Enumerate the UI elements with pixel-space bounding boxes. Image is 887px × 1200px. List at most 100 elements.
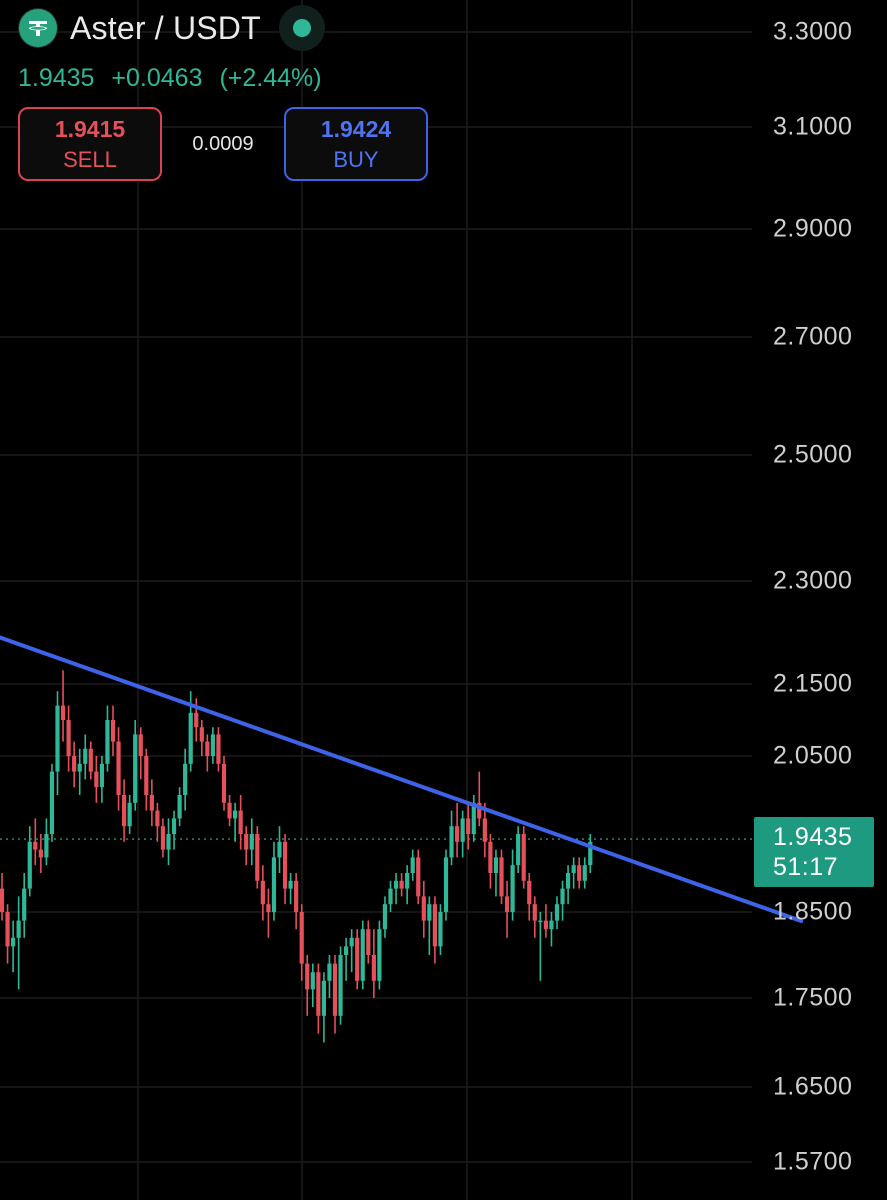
candle-down[interactable] bbox=[305, 955, 310, 1016]
candle-up[interactable] bbox=[83, 734, 88, 780]
candle-down[interactable] bbox=[266, 888, 271, 938]
candle-up[interactable] bbox=[22, 873, 27, 938]
candle-down[interactable] bbox=[5, 904, 10, 964]
symbol-title[interactable]: Aster / USDT bbox=[70, 9, 261, 46]
tether-icon[interactable] bbox=[18, 8, 58, 48]
candle-down[interactable] bbox=[577, 857, 582, 889]
candle-up[interactable] bbox=[327, 955, 332, 998]
candle-down[interactable] bbox=[144, 748, 149, 811]
candle-up[interactable] bbox=[571, 857, 576, 889]
candle-down[interactable] bbox=[238, 795, 243, 850]
candle-up[interactable] bbox=[560, 880, 565, 921]
candle-up[interactable] bbox=[405, 865, 410, 905]
candle-up[interactable] bbox=[338, 946, 343, 1025]
candle-down[interactable] bbox=[38, 834, 43, 873]
candle-up[interactable] bbox=[516, 826, 521, 873]
candle-up[interactable] bbox=[321, 972, 326, 1043]
candle-down[interactable] bbox=[299, 904, 304, 981]
candle-up[interactable] bbox=[11, 920, 16, 973]
candle-down[interactable] bbox=[221, 756, 227, 811]
candle-up[interactable] bbox=[510, 849, 515, 921]
candle-down[interactable] bbox=[355, 929, 360, 990]
candle-up[interactable] bbox=[310, 963, 315, 1007]
candle-down[interactable] bbox=[282, 834, 288, 905]
candle-up[interactable] bbox=[588, 834, 593, 873]
candle-up[interactable] bbox=[166, 818, 171, 866]
candle-up[interactable] bbox=[171, 810, 177, 850]
candle-down[interactable] bbox=[332, 955, 338, 1034]
candle-down[interactable] bbox=[122, 779, 127, 842]
candle-down[interactable] bbox=[155, 802, 160, 842]
candle-up[interactable] bbox=[493, 849, 499, 897]
candle-up[interactable] bbox=[427, 896, 432, 955]
candle-up[interactable] bbox=[233, 802, 238, 842]
candle-down[interactable] bbox=[88, 741, 93, 780]
candle-up[interactable] bbox=[393, 873, 399, 905]
candle-up[interactable] bbox=[344, 937, 349, 981]
candle-down[interactable] bbox=[499, 849, 504, 905]
candle-up[interactable] bbox=[377, 920, 382, 990]
candle-down[interactable] bbox=[527, 873, 532, 921]
candle-down[interactable] bbox=[149, 779, 154, 827]
candle-down[interactable] bbox=[66, 705, 71, 772]
candle-up[interactable] bbox=[277, 826, 282, 873]
candle-up[interactable] bbox=[55, 691, 60, 795]
candle-down[interactable] bbox=[477, 771, 482, 827]
candle-down[interactable] bbox=[543, 904, 548, 938]
candle-up[interactable] bbox=[133, 720, 138, 811]
candle-down[interactable] bbox=[138, 727, 143, 780]
candle-down[interactable] bbox=[60, 670, 66, 742]
candle-down[interactable] bbox=[72, 741, 77, 788]
candle-down[interactable] bbox=[205, 734, 210, 772]
candle-down[interactable] bbox=[504, 880, 510, 938]
candle-up[interactable] bbox=[438, 904, 443, 955]
candle-down[interactable] bbox=[260, 865, 265, 921]
candle-down[interactable] bbox=[227, 795, 232, 827]
candle-down[interactable] bbox=[33, 818, 38, 866]
candle-up[interactable] bbox=[16, 896, 21, 990]
candle-up[interactable] bbox=[449, 810, 454, 866]
candle-up[interactable] bbox=[538, 912, 543, 981]
candle-up[interactable] bbox=[105, 705, 110, 772]
candle-down[interactable] bbox=[416, 849, 421, 905]
sell-button[interactable]: 1.9415 SELL bbox=[18, 107, 162, 181]
candle-up[interactable] bbox=[210, 727, 215, 764]
candle-up[interactable] bbox=[127, 795, 132, 834]
candle-up[interactable] bbox=[582, 857, 587, 889]
candle-down[interactable] bbox=[399, 873, 404, 897]
candle-down[interactable] bbox=[488, 834, 493, 889]
candle-up[interactable] bbox=[183, 748, 188, 811]
candle-down[interactable] bbox=[199, 720, 204, 756]
candle-down[interactable] bbox=[432, 896, 437, 964]
candle-down[interactable] bbox=[482, 802, 487, 858]
candle-down[interactable] bbox=[255, 826, 260, 889]
candle-down[interactable] bbox=[244, 826, 249, 866]
candle-up[interactable] bbox=[349, 929, 354, 973]
candle-up[interactable] bbox=[177, 787, 182, 827]
candles[interactable] bbox=[0, 670, 593, 1043]
candle-up[interactable] bbox=[554, 896, 560, 930]
candle-down[interactable] bbox=[116, 727, 121, 811]
candle-down[interactable] bbox=[371, 929, 376, 998]
candle-up[interactable] bbox=[77, 748, 82, 795]
candle-up[interactable] bbox=[410, 849, 415, 881]
candle-up[interactable] bbox=[49, 763, 55, 842]
candle-up[interactable] bbox=[443, 849, 449, 921]
candle-up[interactable] bbox=[99, 756, 104, 803]
candle-up[interactable] bbox=[566, 865, 571, 905]
candle-down[interactable] bbox=[532, 896, 537, 938]
candle-up[interactable] bbox=[388, 880, 393, 912]
candle-down[interactable] bbox=[366, 920, 371, 964]
candle-down[interactable] bbox=[421, 880, 426, 938]
candle-down[interactable] bbox=[521, 826, 526, 889]
candle-up[interactable] bbox=[249, 818, 254, 866]
candle-up[interactable] bbox=[27, 826, 32, 897]
candle-up[interactable] bbox=[288, 873, 293, 905]
candle-down[interactable] bbox=[216, 727, 221, 772]
trendline[interactable] bbox=[0, 620, 804, 924]
candle-down[interactable] bbox=[466, 802, 471, 850]
candle-down[interactable] bbox=[110, 705, 116, 756]
buy-button[interactable]: 1.9424 BUY bbox=[284, 107, 428, 181]
candle-up[interactable] bbox=[382, 896, 388, 938]
drawings[interactable] bbox=[0, 620, 804, 924]
